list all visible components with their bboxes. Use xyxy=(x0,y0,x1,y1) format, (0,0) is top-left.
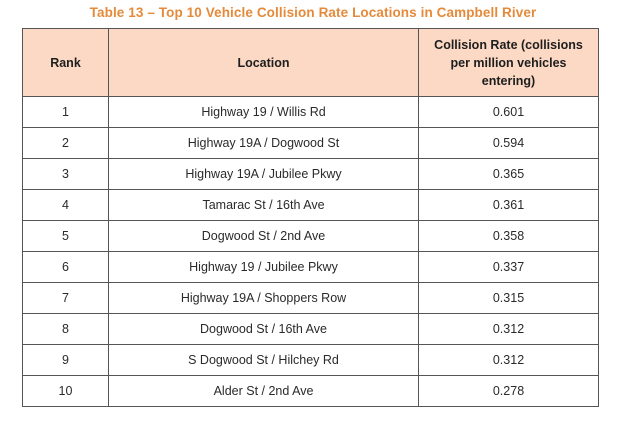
table-row: 6 Highway 19 / Jubilee Pkwy 0.337 xyxy=(22,251,599,283)
header-location: Location xyxy=(108,28,419,97)
rate-cell: 0.601 xyxy=(418,96,599,128)
rank-cell: 3 xyxy=(22,158,109,190)
table-header-row: Rank Location Collision Rate (collisions… xyxy=(22,28,599,97)
collision-rate-table: Rank Location Collision Rate (collisions… xyxy=(22,28,599,407)
rate-cell: 0.337 xyxy=(418,251,599,283)
rank-cell: 4 xyxy=(22,189,109,221)
rank-cell: 8 xyxy=(22,313,109,345)
table-row: 1 Highway 19 / Willis Rd 0.601 xyxy=(22,96,599,128)
rate-cell: 0.361 xyxy=(418,189,599,221)
table-row: 7 Highway 19A / Shoppers Row 0.315 xyxy=(22,282,599,314)
rank-cell: 6 xyxy=(22,251,109,283)
location-cell: Highway 19 / Willis Rd xyxy=(108,96,419,128)
location-cell: Tamarac St / 16th Ave xyxy=(108,189,419,221)
location-cell: Highway 19 / Jubilee Pkwy xyxy=(108,251,419,283)
table-caption: Table 13 – Top 10 Vehicle Collision Rate… xyxy=(89,5,537,20)
location-cell: S Dogwood St / Hilchey Rd xyxy=(108,344,419,376)
header-collision-rate: Collision Rate (collisions per million v… xyxy=(418,28,599,97)
rank-cell: 5 xyxy=(22,220,109,252)
rate-cell: 0.312 xyxy=(418,313,599,345)
rate-cell: 0.594 xyxy=(418,127,599,159)
rate-cell: 0.278 xyxy=(418,375,599,407)
rank-cell: 7 xyxy=(22,282,109,314)
rate-cell: 0.365 xyxy=(418,158,599,190)
rate-cell: 0.315 xyxy=(418,282,599,314)
table-row: 3 Highway 19A / Jubilee Pkwy 0.365 xyxy=(22,158,599,190)
rank-cell: 2 xyxy=(22,127,109,159)
rank-cell: 10 xyxy=(22,375,109,407)
header-rank: Rank xyxy=(22,28,109,97)
location-cell: Highway 19A / Shoppers Row xyxy=(108,282,419,314)
location-cell: Alder St / 2nd Ave xyxy=(108,375,419,407)
rate-cell: 0.312 xyxy=(418,344,599,376)
table-row: 5 Dogwood St / 2nd Ave 0.358 xyxy=(22,220,599,252)
table-row: 2 Highway 19A / Dogwood St 0.594 xyxy=(22,127,599,159)
location-cell: Dogwood St / 2nd Ave xyxy=(108,220,419,252)
location-cell: Highway 19A / Dogwood St xyxy=(108,127,419,159)
rate-cell: 0.358 xyxy=(418,220,599,252)
rank-cell: 1 xyxy=(22,96,109,128)
table-row: 9 S Dogwood St / Hilchey Rd 0.312 xyxy=(22,344,599,376)
table-row: 4 Tamarac St / 16th Ave 0.361 xyxy=(22,189,599,221)
location-cell: Highway 19A / Jubilee Pkwy xyxy=(108,158,419,190)
table-row: 8 Dogwood St / 16th Ave 0.312 xyxy=(22,313,599,345)
table-row: 10 Alder St / 2nd Ave 0.278 xyxy=(22,375,599,407)
rank-cell: 9 xyxy=(22,344,109,376)
location-cell: Dogwood St / 16th Ave xyxy=(108,313,419,345)
